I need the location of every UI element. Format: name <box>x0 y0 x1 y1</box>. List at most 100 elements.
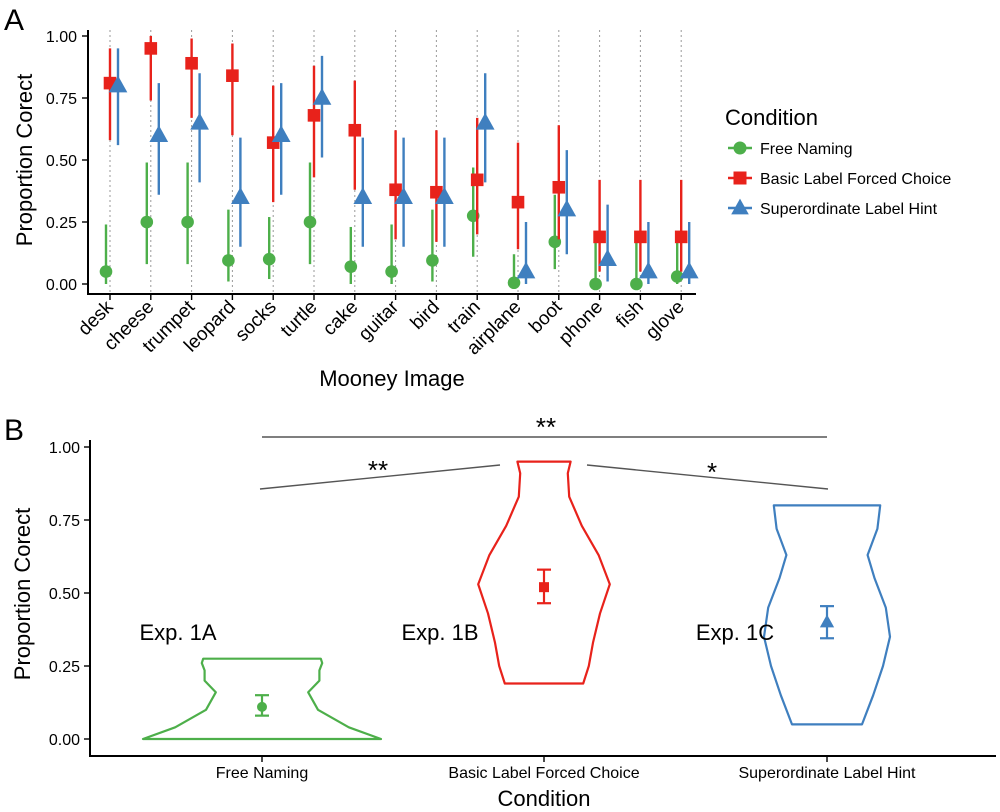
comparison-line <box>259 464 501 490</box>
panel-a: A Proportion Corect Mooney Image 0.00 0.2… <box>4 4 699 391</box>
panel-b-y-axis-title: Proportion Corect <box>10 508 35 680</box>
legend-entry-label: Basic Label Forced Choice <box>760 171 951 188</box>
data-point <box>593 230 606 244</box>
y-tick-label: 0.75 <box>46 91 77 108</box>
violin-outline <box>477 460 611 685</box>
panel-b-violins: Exp. 1A Exp. 1B Exp. 1C <box>139 460 892 741</box>
data-point <box>271 125 291 142</box>
significance-label: * <box>707 457 717 487</box>
panel-a-label: A <box>4 4 24 37</box>
y-tick-label: 0.50 <box>46 153 77 170</box>
x-tick-label: bird <box>407 297 444 334</box>
experiment-label: Exp. 1A <box>139 620 216 645</box>
legend-title: Condition <box>725 105 818 130</box>
data-point <box>222 254 235 267</box>
y-tick-label: 0.00 <box>46 277 77 294</box>
panel-b-x-axis-title: Condition <box>498 786 591 811</box>
violin-outline <box>762 504 892 726</box>
significance-label: ** <box>536 412 556 442</box>
x-tick-label: glove <box>642 297 689 344</box>
legend-key-marker <box>733 171 747 185</box>
experiment-label: Exp. 1C <box>696 620 774 645</box>
mean-marker <box>257 701 267 712</box>
series-superordinate-label-hint <box>108 48 699 284</box>
data-point <box>307 109 321 122</box>
data-point <box>389 183 402 197</box>
data-point <box>674 230 688 244</box>
x-tick-label: cake <box>319 297 362 340</box>
data-point <box>552 180 566 194</box>
y-tick-label: 0.00 <box>49 732 80 749</box>
panel-b-label: B <box>4 414 24 447</box>
data-point <box>108 75 128 93</box>
x-tick-label: socks <box>232 297 281 346</box>
mean-marker <box>539 582 549 593</box>
legend-key-marker <box>733 141 747 155</box>
data-point <box>353 187 373 204</box>
mean-marker <box>819 614 835 628</box>
data-point <box>670 270 684 283</box>
data-point <box>185 56 198 70</box>
data-point <box>470 173 484 187</box>
data-point <box>231 187 250 204</box>
data-point <box>634 230 647 244</box>
x-tick-label: Superordinate Label Hint <box>738 765 916 782</box>
data-point <box>226 69 239 82</box>
y-tick-label: 0.25 <box>49 659 80 676</box>
data-point <box>557 199 577 217</box>
data-point <box>344 260 358 273</box>
panel-b-significance: ** *** <box>259 412 829 490</box>
legend-entry-label: Superordinate Label Hint <box>760 201 938 218</box>
violin-group-free-naming: Exp. 1A <box>139 620 383 741</box>
panel-b-x-axis: Free Naming Basic Label Forced Choice Supe… <box>216 756 916 782</box>
data-point <box>435 187 454 204</box>
x-tick-label: guitar <box>355 296 404 345</box>
data-point <box>511 195 525 209</box>
data-point <box>181 215 194 229</box>
y-tick-label: 1.00 <box>49 440 80 457</box>
panel-a-series <box>99 36 699 291</box>
series-free-naming <box>99 162 684 291</box>
y-tick-label: 0.75 <box>49 513 80 530</box>
data-point <box>516 261 536 279</box>
legend-key-marker <box>731 198 749 215</box>
violin-group-basic-label-forced-choice: Exp. 1B <box>401 460 611 685</box>
data-point <box>475 112 495 130</box>
legend: Condition Free Naming Basic Label Forced … <box>725 105 951 218</box>
data-point <box>589 277 602 291</box>
data-point <box>149 125 169 142</box>
data-point <box>598 249 617 266</box>
panel-a-y-axis-title: Proportion Corect <box>12 74 37 246</box>
data-point <box>394 187 413 204</box>
legend-entry-label: Free Naming <box>760 141 852 158</box>
data-point <box>99 265 113 278</box>
experiment-label: Exp. 1B <box>401 620 478 645</box>
panel-b: B Proportion Corect Condition 0.00 0.25 0.… <box>4 412 996 811</box>
data-point <box>144 42 158 55</box>
panel-a-x-axis: deskcheesetrumpetleopardsocksturtlecakeg… <box>74 294 689 359</box>
panel-b-y-axis: 0.00 0.25 0.50 0.75 1.00 <box>49 440 90 749</box>
legend-entries: Free Naming Basic Label Forced Choice Supe… <box>728 141 951 218</box>
data-point <box>303 215 317 229</box>
data-point <box>430 185 443 199</box>
series-basic-label-forced-choice <box>103 36 688 272</box>
panel-a-x-axis-title: Mooney Image <box>319 366 465 391</box>
data-point <box>140 215 154 229</box>
comparison-line <box>586 464 829 490</box>
significance-label: ** <box>368 455 388 485</box>
violin-group-superordinate-label-hint: Exp. 1C <box>696 504 892 726</box>
data-point <box>507 276 521 290</box>
panel-a-y-axis: 0.00 0.25 0.50 0.75 1.00 <box>46 29 88 294</box>
data-point <box>426 254 439 267</box>
data-point <box>639 261 658 279</box>
x-tick-label: phone <box>555 297 607 349</box>
y-tick-label: 1.00 <box>46 29 77 46</box>
data-point <box>262 252 276 266</box>
y-tick-label: 0.25 <box>46 215 77 232</box>
data-point <box>348 123 362 137</box>
data-point <box>312 87 332 105</box>
x-tick-label: turtle <box>277 297 322 342</box>
violin-outline <box>141 657 383 741</box>
data-point <box>630 277 643 291</box>
